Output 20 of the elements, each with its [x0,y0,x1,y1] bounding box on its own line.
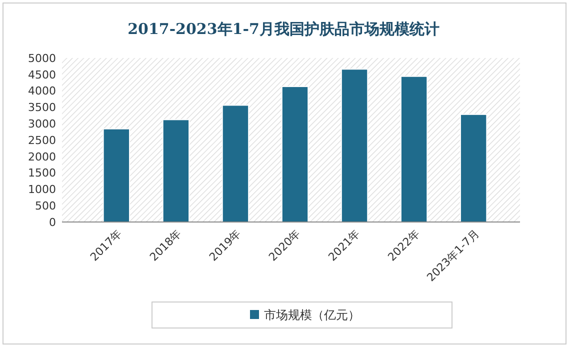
y-tick-label: 5000 [28,52,56,65]
bar [281,86,309,222]
bar [460,114,488,222]
y-tick-label: 1500 [28,166,56,180]
bar [340,68,368,222]
chart-title: 2017-2023年1-7月我国护肤品市场规模统计 [128,20,440,38]
y-tick-label: 2000 [28,150,56,164]
y-tick-label: 4500 [28,68,56,82]
bar [162,119,190,222]
bar [222,104,250,222]
legend-label: 市场规模（亿元） [264,308,360,322]
y-tick-label: 1000 [28,183,56,196]
y-tick-label: 0 [49,216,56,229]
y-tick-label: 2500 [28,134,56,147]
bar [400,76,428,222]
y-tick-label: 3000 [28,117,56,130]
bar [102,128,130,222]
y-tick-label: 4000 [28,84,56,98]
y-tick-label: 500 [35,199,56,212]
y-tick-label: 3500 [28,101,56,114]
